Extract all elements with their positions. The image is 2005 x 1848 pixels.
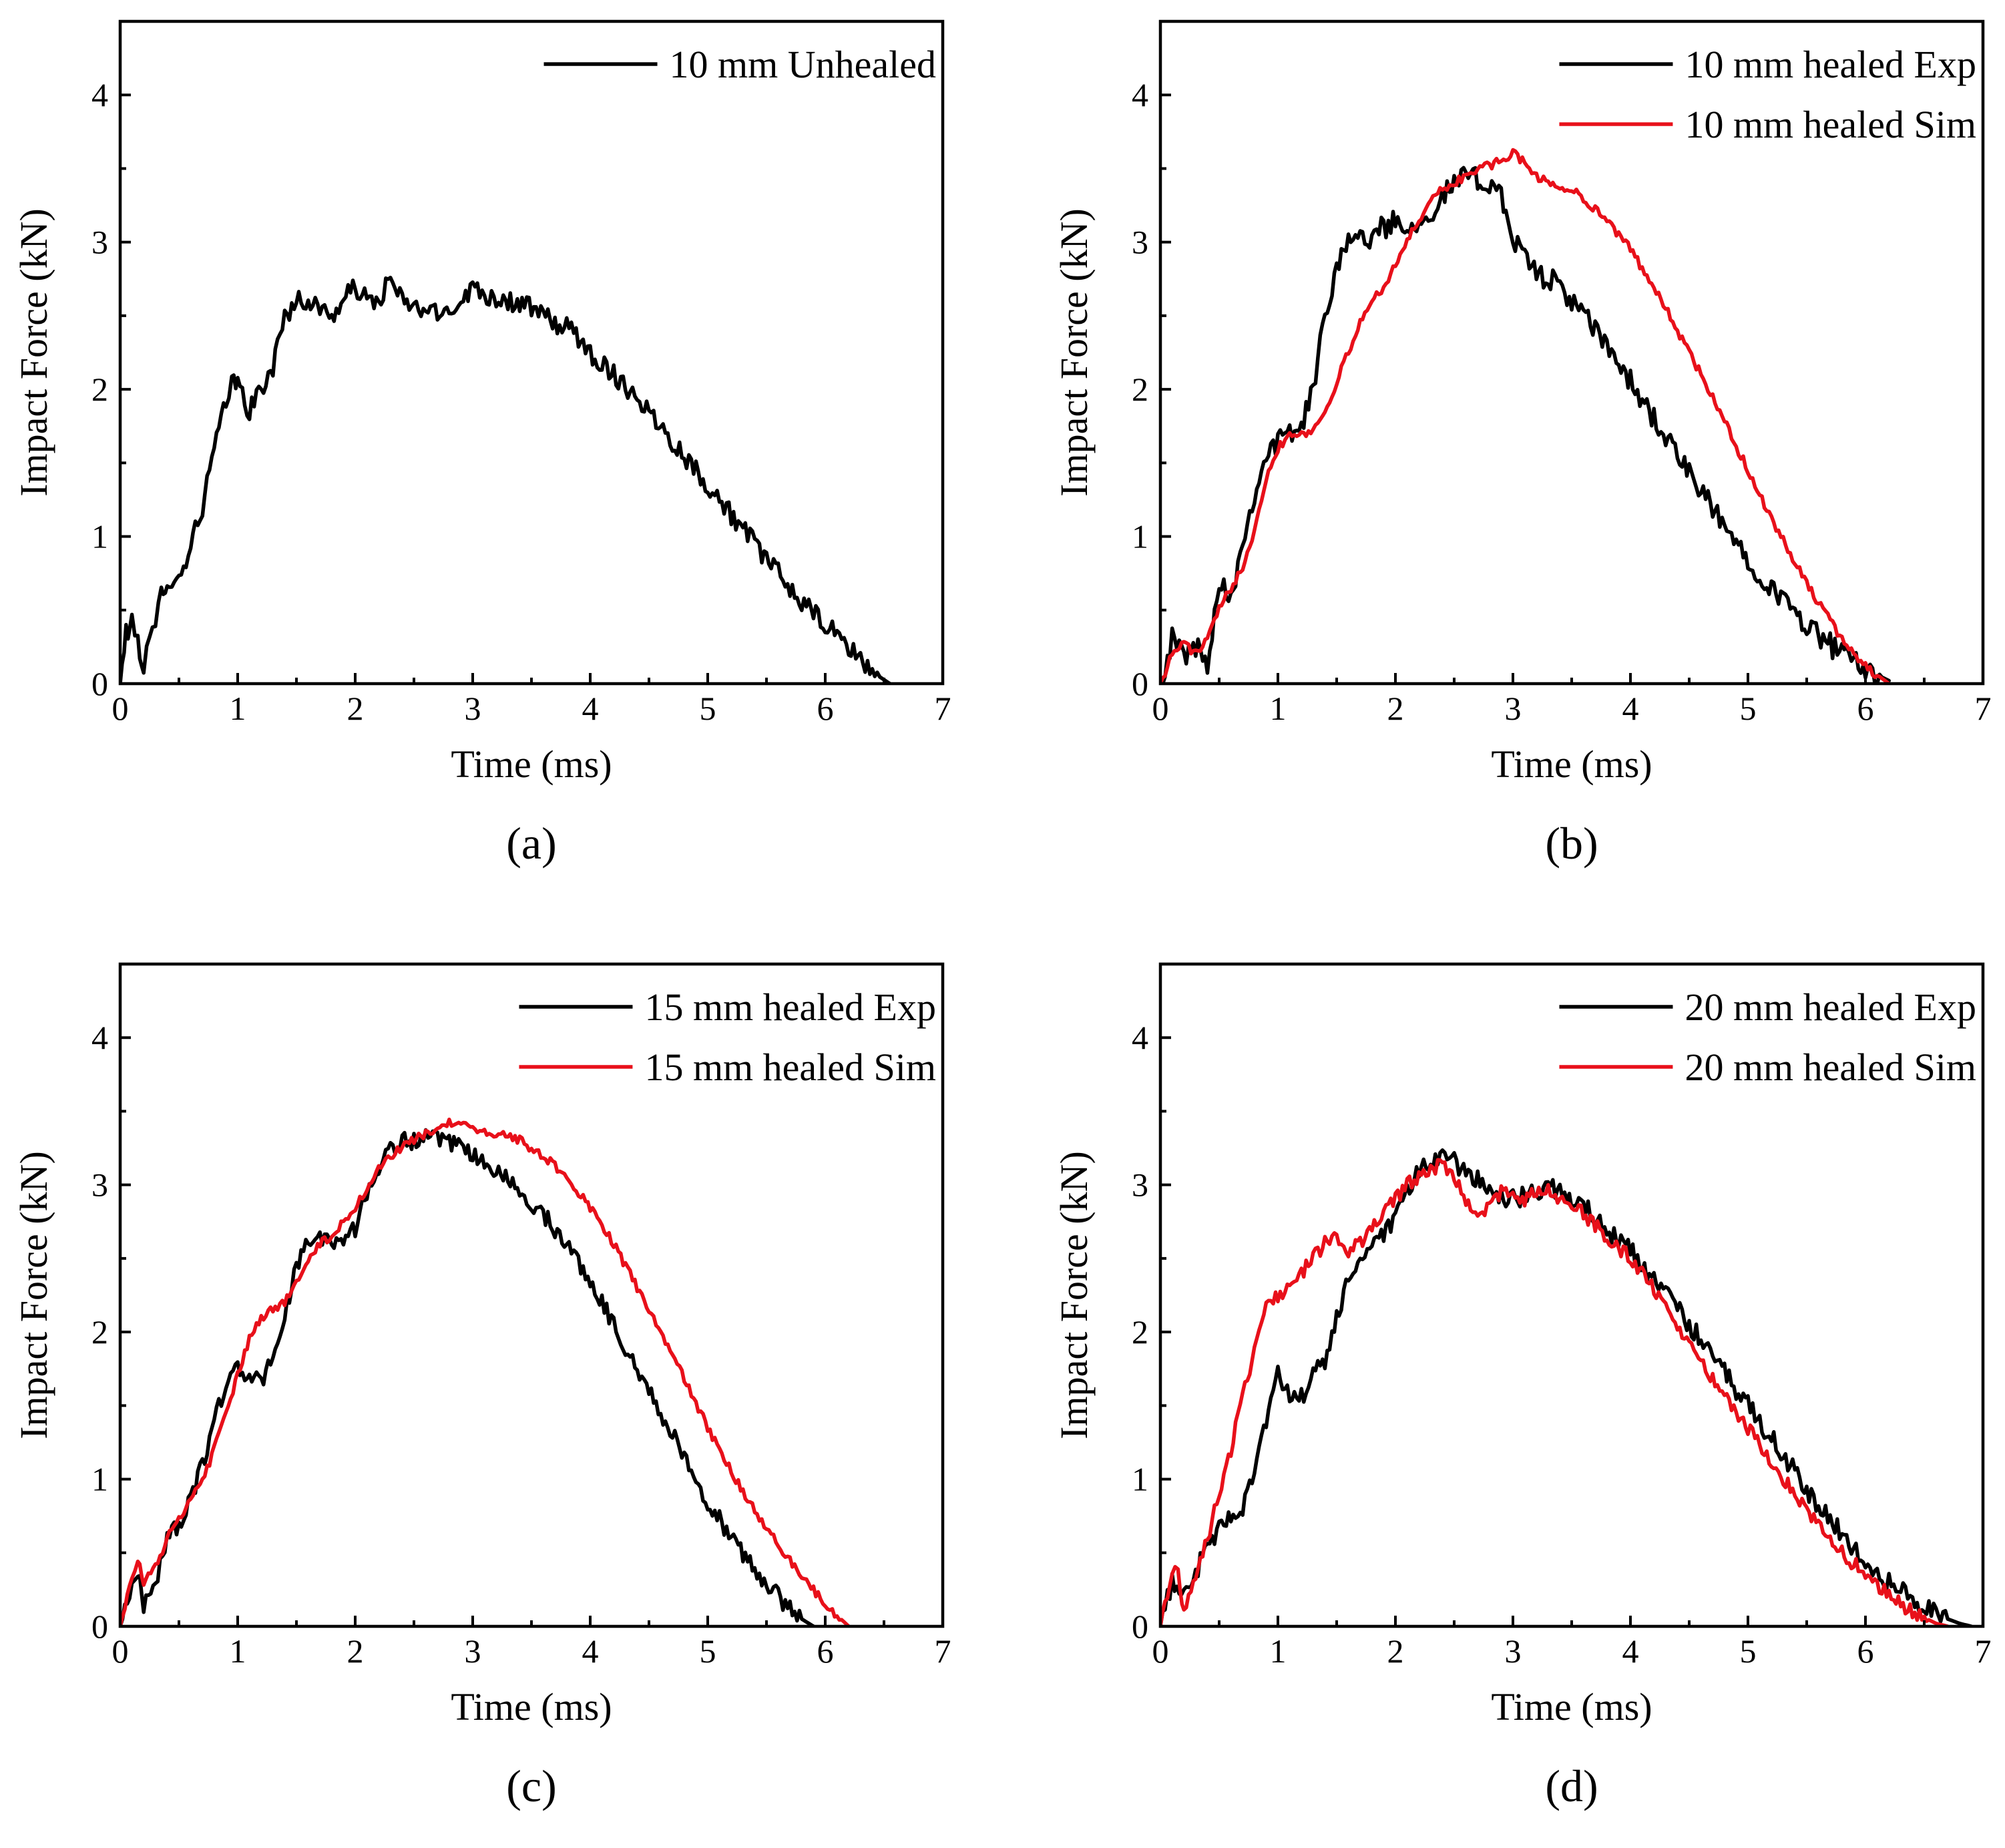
series-line-exp — [1160, 166, 1891, 684]
x-tick-label: 5 — [1740, 690, 1757, 727]
series-line-sim — [1160, 148, 1891, 684]
x-tick-label: 7 — [935, 1632, 951, 1670]
x-tick-label: 1 — [230, 1632, 246, 1670]
x-tick-label: 7 — [1975, 690, 1992, 727]
x-tick-label: 0 — [1152, 1632, 1169, 1670]
x-tick-label: 3 — [465, 1632, 481, 1670]
x-tick-label: 5 — [700, 1632, 716, 1670]
x-tick-label: 4 — [582, 690, 599, 727]
legend-label: 20 mm healed Exp — [1685, 985, 1976, 1029]
y-tick-label: 3 — [91, 1166, 108, 1204]
y-tick-label: 4 — [91, 1019, 108, 1056]
y-tick-label: 0 — [91, 1608, 108, 1645]
y-tick-label: 3 — [91, 224, 108, 261]
x-tick-label: 1 — [230, 690, 246, 727]
legend-label: 20 mm healed Sim — [1685, 1046, 1976, 1089]
y-axis-label: Impact Force (kN) — [12, 1151, 55, 1439]
y-tick-label: 3 — [1132, 1166, 1148, 1204]
x-tick-label: 4 — [582, 1632, 599, 1670]
chart-panel-1: 0 1 2 3 4 5 6 7 0 1 2 3 4 Time (ms) Impact Force (kN) (… — [12, 19, 951, 869]
y-axis-label: Impact Force (kN) — [1052, 208, 1096, 497]
y-tick-label: 4 — [1132, 1019, 1148, 1056]
series-line-exp — [120, 276, 892, 684]
legend: 10 mm healed Exp 10 mm healed Sim — [1559, 43, 1976, 146]
x-axis-label: Time (ms) — [451, 1685, 612, 1728]
x-tick-label: 0 — [1152, 690, 1169, 727]
y-tick-label: 0 — [91, 665, 108, 702]
legend: 15 mm healed Exp 15 mm healed Sim — [519, 985, 936, 1089]
legend-label: 15 mm healed Sim — [644, 1046, 936, 1089]
x-tick-label: 1 — [1270, 1632, 1287, 1670]
x-tick-label: 0 — [112, 690, 129, 727]
y-tick-label: 0 — [1132, 665, 1148, 702]
x-tick-label: 7 — [935, 690, 951, 727]
x-tick-label: 5 — [700, 690, 716, 727]
x-tick-label: 4 — [1622, 1632, 1639, 1670]
x-axis-label: Time (ms) — [1491, 1685, 1652, 1728]
chart-panel-2: 0 1 2 3 4 5 6 7 0 1 2 3 4 Time (ms) Impact Force (kN) (… — [1052, 19, 1992, 869]
series-line-exp — [1160, 1148, 1974, 1626]
x-tick-label: 2 — [347, 1632, 364, 1670]
x-tick-label: 3 — [1505, 690, 1522, 727]
legend-label: 10 mm healed Exp — [1685, 43, 1976, 86]
y-tick-label: 1 — [91, 518, 108, 555]
legend: 10 mm Unhealed — [543, 43, 936, 86]
panel-label: (d) — [1545, 1761, 1598, 1811]
y-tick-label: 2 — [1132, 1313, 1148, 1351]
legend: 20 mm healed Exp 20 mm healed Sim — [1559, 985, 1976, 1089]
y-tick-label: 1 — [91, 1461, 108, 1498]
y-tick-label: 1 — [1132, 518, 1148, 555]
legend-label: 10 mm Unhealed — [670, 43, 936, 86]
chart-panel-4: 0 1 2 3 4 5 6 7 0 1 2 3 4 Time (ms) Impact Force (kN) (… — [1052, 962, 1992, 1811]
y-tick-label: 2 — [91, 371, 108, 408]
y-tick-label: 3 — [1132, 224, 1148, 261]
series-line-sim — [1160, 1158, 1950, 1626]
panel-label: (a) — [506, 818, 556, 869]
y-tick-label: 2 — [1132, 371, 1148, 408]
x-tick-label: 1 — [1270, 690, 1287, 727]
panel-label: (b) — [1545, 818, 1598, 869]
x-axis-label: Time (ms) — [1491, 742, 1652, 786]
y-tick-label: 4 — [1132, 76, 1148, 113]
series-line-sim — [120, 1117, 851, 1626]
x-tick-label: 6 — [1857, 1632, 1874, 1670]
x-tick-label: 6 — [817, 690, 834, 727]
series-line-exp — [120, 1128, 816, 1626]
x-tick-label: 2 — [1387, 690, 1404, 727]
x-tick-label: 0 — [112, 1632, 129, 1670]
x-tick-label: 6 — [1857, 690, 1874, 727]
x-tick-label: 6 — [817, 1632, 834, 1670]
panel-label: (c) — [506, 1761, 556, 1811]
x-tick-label: 2 — [1387, 1632, 1404, 1670]
y-tick-label: 1 — [1132, 1461, 1148, 1498]
legend-label: 10 mm healed Sim — [1685, 103, 1976, 146]
x-tick-label: 2 — [347, 690, 364, 727]
x-axis-label: Time (ms) — [451, 742, 612, 786]
legend-label: 15 mm healed Exp — [644, 985, 936, 1029]
y-axis-label: Impact Force (kN) — [1052, 1151, 1096, 1439]
x-tick-label: 3 — [465, 690, 481, 727]
x-tick-label: 3 — [1505, 1632, 1522, 1670]
x-tick-label: 7 — [1975, 1632, 1992, 1670]
y-tick-label: 0 — [1132, 1608, 1148, 1645]
y-tick-label: 4 — [91, 76, 108, 113]
x-tick-label: 4 — [1622, 690, 1639, 727]
x-tick-label: 5 — [1740, 1632, 1757, 1670]
y-tick-label: 2 — [91, 1313, 108, 1351]
chart-panel-3: 0 1 2 3 4 5 6 7 0 1 2 3 4 Time (ms) Impact Force (kN) (… — [12, 962, 951, 1811]
y-axis-label: Impact Force (kN) — [12, 208, 55, 497]
